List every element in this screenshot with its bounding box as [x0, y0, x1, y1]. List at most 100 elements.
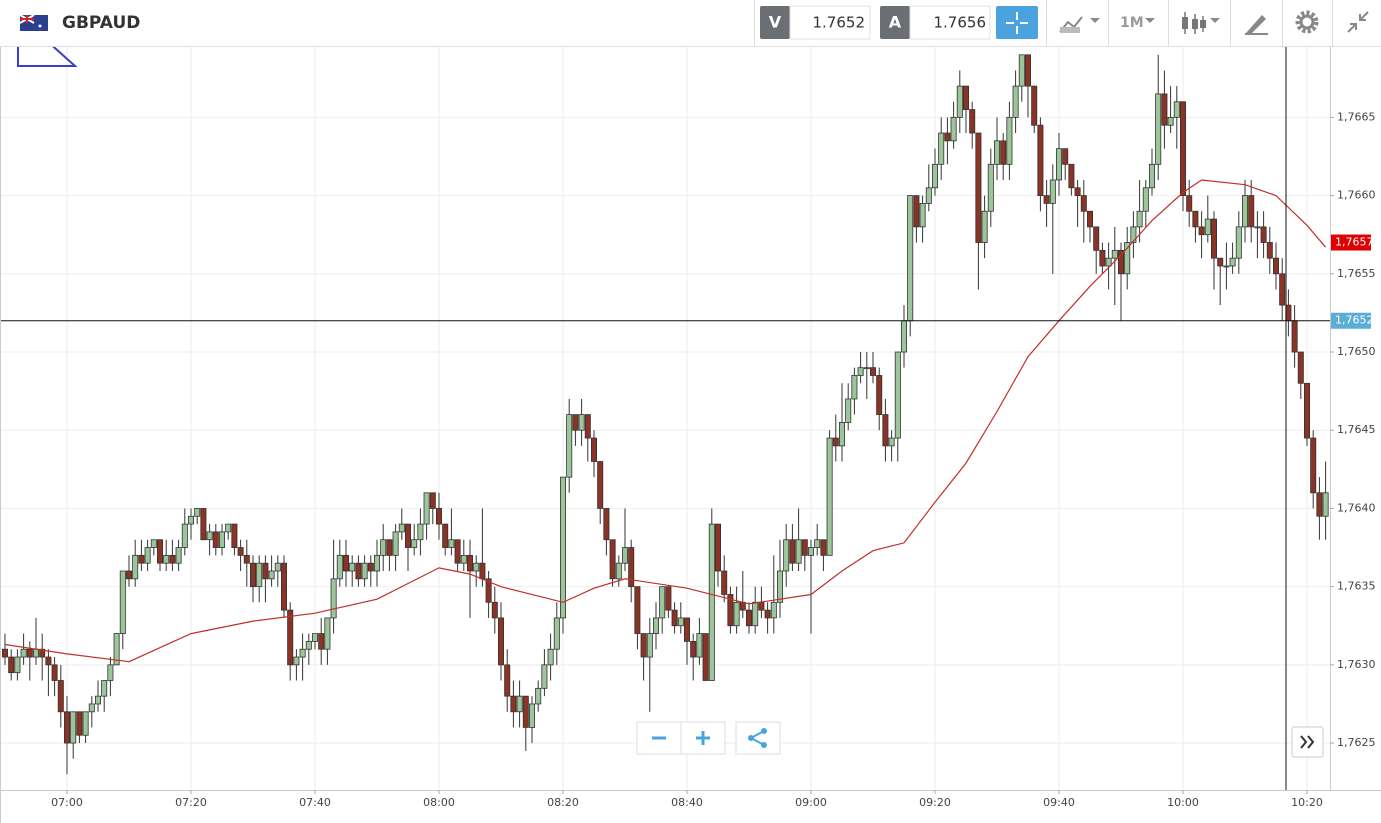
draw-button[interactable] — [1245, 15, 1268, 35]
candle-body — [566, 414, 573, 478]
candle-body — [144, 547, 151, 564]
candle-body — [690, 641, 697, 658]
ask-price: 1.7656 — [934, 14, 987, 32]
candle-body — [1229, 257, 1236, 267]
candle-body — [330, 578, 337, 619]
candle-body — [1149, 163, 1156, 189]
candle-body — [1074, 187, 1081, 196]
candle-style-button[interactable] — [1182, 12, 1220, 34]
candle-body — [547, 648, 554, 666]
candle-body — [801, 539, 808, 556]
candle-body — [671, 609, 678, 627]
candle-body — [429, 492, 436, 509]
candle-body — [1186, 195, 1193, 212]
candles — [2, 54, 1329, 775]
candle-body — [342, 554, 349, 572]
candle-body — [76, 711, 83, 736]
candle-body — [101, 680, 108, 697]
settings-button[interactable] — [1295, 10, 1319, 34]
y-tick-label: 1,7665 — [1337, 110, 1376, 123]
candle-body — [1068, 163, 1075, 189]
candle-body — [975, 132, 982, 243]
candle-body — [479, 562, 486, 580]
candle-body — [938, 132, 945, 165]
zoom-out-button[interactable] — [636, 721, 682, 755]
candle-body — [1049, 179, 1056, 204]
candle-body — [653, 617, 660, 634]
candle-body — [560, 476, 567, 619]
candle-body — [212, 531, 219, 548]
candle-body — [1297, 351, 1304, 384]
crosshair-button[interactable] — [996, 6, 1038, 39]
candle-body — [1006, 116, 1013, 165]
candle-body — [1248, 195, 1255, 228]
candle-body — [45, 656, 52, 666]
candle-body — [907, 195, 914, 322]
collapse-button[interactable] — [1347, 11, 1369, 33]
candle-body — [324, 617, 331, 650]
sell-button[interactable]: V 1.7652 — [760, 5, 871, 40]
candle-body — [659, 586, 666, 619]
overlay — [0, 179, 1330, 663]
candle-body — [460, 554, 467, 564]
candle-body — [1037, 124, 1044, 196]
candle-body — [553, 617, 560, 650]
candle-body — [311, 633, 318, 642]
candle-body — [1254, 226, 1261, 229]
candle-body — [1043, 195, 1050, 204]
candle-body — [1266, 242, 1273, 259]
zoom-in-button[interactable] — [680, 721, 726, 755]
candle-body — [82, 711, 89, 736]
share-button[interactable] — [735, 721, 781, 755]
candle-body — [870, 367, 877, 376]
candle-body — [107, 664, 114, 681]
candle-body — [981, 210, 988, 243]
candle-body — [522, 695, 529, 728]
y-tick-label: 1,7635 — [1337, 580, 1376, 593]
candle-body — [231, 523, 238, 548]
timeframe: 1M — [1120, 15, 1144, 31]
candle-body — [1198, 226, 1205, 236]
candle-body — [1130, 226, 1137, 243]
candle-body — [411, 539, 418, 548]
candle-body — [1018, 54, 1025, 87]
candle-body — [1093, 226, 1100, 251]
candle-body — [187, 515, 194, 525]
candle-body — [1080, 195, 1087, 212]
candle-body — [70, 711, 77, 744]
timeframe-button[interactable]: 1M — [1120, 15, 1155, 31]
candle-body — [770, 601, 777, 619]
candle-body — [256, 562, 263, 588]
x-tick-label: 07:00 — [51, 796, 83, 809]
candle-body — [640, 633, 647, 658]
candle-body — [510, 695, 517, 713]
candle-body — [194, 508, 201, 517]
candle-body — [435, 508, 442, 525]
candle-body — [1161, 93, 1168, 126]
flag-icon — [19, 14, 48, 31]
candle-body — [268, 570, 275, 580]
candle-body — [944, 132, 951, 142]
buy-button[interactable]: A 1.7656 — [880, 5, 991, 40]
x-tick-label: 10:00 — [1167, 796, 1199, 809]
candle-body — [138, 554, 145, 564]
candle-body — [95, 695, 102, 705]
chart-type-button[interactable] — [1059, 16, 1100, 33]
candle-body — [287, 609, 294, 666]
candle-body — [789, 539, 796, 564]
candle-body — [894, 351, 901, 439]
candle-body — [132, 554, 139, 580]
candle-body — [739, 601, 746, 611]
candle-body — [863, 367, 870, 370]
candle-body — [777, 570, 784, 603]
price-marker-label: 1,7657 — [1335, 236, 1374, 249]
scroll-right-button[interactable] — [1291, 726, 1324, 758]
candle-body — [994, 140, 1001, 165]
candle-body — [696, 633, 703, 658]
price-marker-label: 1,7652 — [1335, 314, 1374, 327]
candle-body — [597, 461, 604, 509]
candle-body — [746, 609, 753, 627]
candle-body — [684, 617, 691, 642]
